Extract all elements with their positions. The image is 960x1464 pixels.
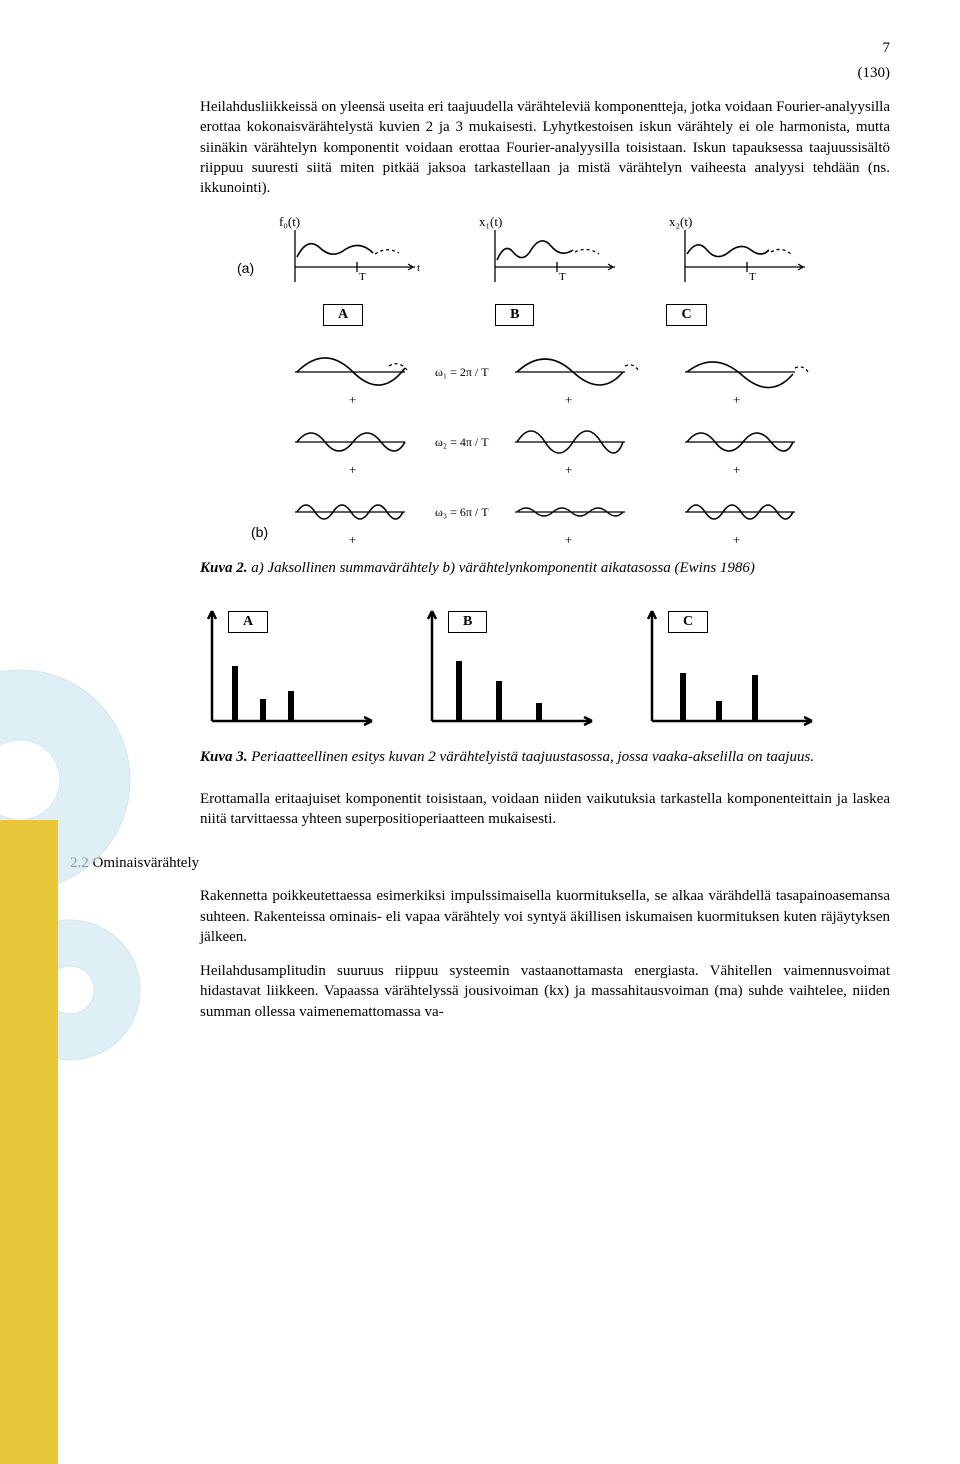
fig3-chart-c (640, 601, 820, 736)
fig2-row-b: ω₁ = 2π / T + + + (265, 332, 825, 552)
fig2-letter-b: B (495, 304, 534, 326)
paragraph-4: Heilahdusamplitudin suuruus riippuu syst… (200, 961, 890, 1022)
page: 7 (130) Heilahdusliikkeissä on yleensä u… (0, 0, 960, 1464)
figure-3-caption: Kuva 3. Periaatteellinen esitys kuvan 2 … (200, 747, 890, 767)
section-heading-2-2: 2.2 Ominaisvärähtely (70, 855, 890, 872)
svg-text:T: T (749, 271, 756, 283)
svg-text:+: + (565, 532, 572, 547)
fig2-omega-2: ω₂ = 4π / T (435, 435, 489, 449)
fig3-letter-b: B (448, 611, 487, 633)
fig2-omega-1: ω₁ = 2π / T (435, 365, 489, 379)
fig2-caption-text: a) Jaksollinen summavärähtely b) värähte… (248, 560, 755, 576)
figure-3: A B (200, 601, 820, 741)
fig3-caption-text: Periaatteellinen esitys kuvan 2 värähtel… (248, 749, 815, 765)
paragraph-1: Heilahdusliikkeissä on yleensä useita er… (200, 97, 890, 198)
svg-text:T: T (559, 271, 566, 283)
fig3-chart-a (200, 601, 380, 736)
fig2-wave-label-1: x₁(t) (479, 214, 502, 229)
gear-watermark (0, 600, 160, 1100)
svg-text:+: + (733, 462, 740, 477)
svg-text:t: t (417, 262, 420, 274)
gear-icon (0, 600, 160, 1100)
fig2-omega-3: ω₃ = 6π / T (435, 505, 489, 519)
paragraph-2: Erottamalla eritaajuiset komponentit toi… (200, 789, 890, 830)
figure-2: (a) f₀(t) x₁(t) x₂(t) t T (265, 212, 825, 552)
fig3-panel-a: A (200, 601, 380, 741)
svg-text:+: + (565, 392, 572, 407)
fig3-letter-c: C (668, 611, 708, 633)
fig2-wave-label-0: f₀(t) (279, 214, 300, 229)
fig3-panel-c: C (640, 601, 820, 741)
svg-text:+: + (349, 392, 356, 407)
yellow-strip (0, 820, 58, 1464)
fig2-label-a: (a) (237, 260, 254, 276)
svg-text:T: T (359, 271, 366, 283)
svg-text:+: + (349, 462, 356, 477)
svg-text:+: + (565, 462, 572, 477)
svg-text:+: + (733, 532, 740, 547)
svg-text:+: + (733, 392, 740, 407)
page-number: 7 (200, 40, 890, 57)
equation-ref: (130) (200, 65, 890, 82)
fig3-caption-bold: Kuva 3. (200, 749, 248, 765)
fig2-wave-label-2: x₂(t) (669, 214, 692, 229)
fig3-letter-a: A (228, 611, 268, 633)
fig2-caption-bold: Kuva 2. (200, 560, 248, 576)
fig2-row-a: f₀(t) x₁(t) x₂(t) t T T (265, 212, 825, 302)
fig2-label-b: (b) (251, 524, 268, 540)
fig2-letter-a: A (323, 304, 363, 326)
svg-text:+: + (349, 532, 356, 547)
figure-2-caption: Kuva 2. a) Jaksollinen summavärähtely b)… (200, 558, 890, 578)
fig2-letter-c: C (666, 304, 706, 326)
fig3-chart-b (420, 601, 600, 736)
paragraph-3: Rakennetta poikkeutettaessa esimerkiksi … (200, 886, 890, 947)
fig3-panel-b: B (420, 601, 600, 741)
